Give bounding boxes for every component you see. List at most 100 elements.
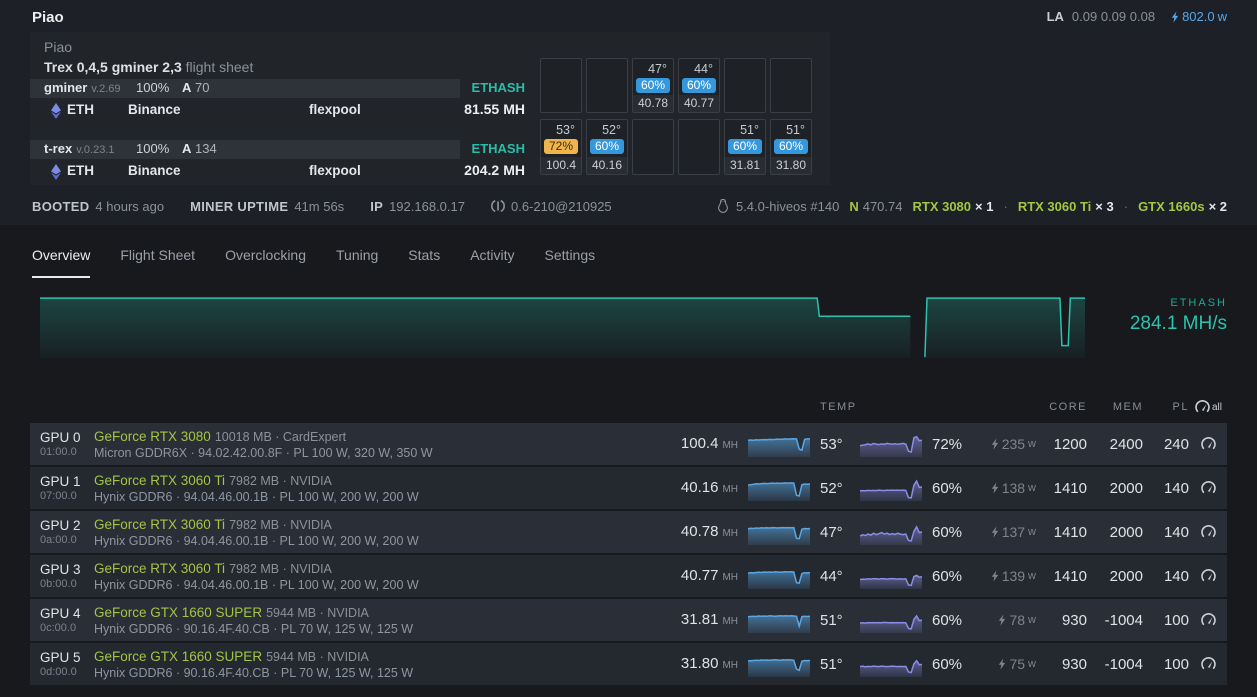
temp-sparkline — [748, 475, 810, 501]
oc-gauge-button[interactable] — [1200, 568, 1217, 584]
pool-label[interactable]: flexpool — [309, 102, 361, 117]
gpu-box-fan-badge: 60% — [774, 139, 808, 154]
overview-section: Overview Flight Sheet Overclocking Tunin… — [0, 225, 1257, 697]
gpu-temp: 53° — [820, 435, 843, 453]
gpu-name-link[interactable]: GeForce GTX 1660 SUPER — [94, 648, 263, 664]
tab-activity[interactable]: Activity — [470, 247, 515, 263]
ip-info: IP 192.168.0.17 — [370, 198, 465, 214]
gpu-box-hashrate: 100.4 — [541, 157, 581, 174]
gpu-bus-id: 0a:00.0 — [40, 534, 77, 546]
gpu-index: GPU 3 — [40, 562, 81, 577]
gpu-row[interactable]: GPU 5 0d:00.0 GeForce GTX 1660 SUPER 5944 … — [30, 643, 1227, 685]
gpu-fan: 60% — [932, 523, 963, 541]
oc-all-button[interactable]: all — [1189, 399, 1227, 415]
gpu-power-limit: 140 — [1163, 567, 1189, 585]
miner-coin-row: ETH Binance flexpool — [30, 101, 460, 121]
gpu-chip-gtx1660s[interactable]: GTX 1660s × 2 — [1138, 198, 1227, 214]
gpu-row[interactable]: GPU 3 0b:00.0 GeForce RTX 3060 Ti 7982 MB … — [30, 555, 1227, 597]
gpu-mem-vendor: 10018 MB · CardExpert — [214, 429, 347, 444]
gpu-name-link[interactable]: GeForce RTX 3060 Ti — [94, 472, 226, 488]
miner-algo: ETHASH — [471, 141, 525, 156]
gpu-status-grid: 47° 60% 40.78 44° 60% 40.77 53° 72% 100.… — [540, 58, 812, 175]
gpu-box-hashrate: 40.16 — [587, 157, 627, 174]
fan-sparkline — [860, 651, 922, 677]
gpu-hashrate: 31.81 — [680, 611, 719, 628]
gpu-chip-rtx3080[interactable]: RTX 3080 × 1 — [912, 198, 994, 214]
gpu-index: GPU 2 — [40, 518, 81, 533]
gpu-box[interactable]: 51° 60% 31.81 — [724, 119, 766, 175]
gpu-power: 235 w — [974, 436, 1036, 452]
eth-coin-icon — [51, 164, 61, 180]
gpu-power: 138 w — [974, 480, 1036, 496]
fan-sparkline — [860, 607, 922, 633]
gpu-box[interactable]: 52° 60% 40.16 — [586, 119, 628, 175]
tab-overclocking[interactable]: Overclocking — [225, 247, 306, 263]
gpu-row[interactable]: GPU 1 07:00.0 GeForce RTX 3060 Ti 7982 MB … — [30, 467, 1227, 509]
gpu-box[interactable]: 53° 72% 100.4 — [540, 119, 582, 175]
gpu-bus-id: 07:00.0 — [40, 490, 77, 502]
tab-flight-sheet[interactable]: Flight Sheet — [120, 247, 196, 263]
gpu-core-clock: 1410 — [1053, 479, 1087, 497]
gpu-chip-rtx3060ti[interactable]: RTX 3060 Ti × 3 — [1017, 198, 1114, 214]
gpu-box[interactable]: 51° 60% 31.80 — [770, 119, 812, 175]
oc-gauge-button[interactable] — [1200, 656, 1217, 672]
gpu-details: Hynix GDDR6 · 90.16.4F.40.CB · PL 70 W, … — [94, 621, 414, 636]
tab-tuning[interactable]: Tuning — [336, 247, 379, 263]
miner-name[interactable]: gminer v.2.69 — [44, 80, 121, 95]
gpu-box-empty — [586, 58, 628, 113]
miner-algo: ETHASH — [471, 80, 525, 95]
kernel-info: 5.4.0-hiveos #140 — [716, 199, 839, 214]
gpu-core-clock: 930 — [1061, 655, 1087, 673]
oc-gauge-button[interactable] — [1200, 436, 1217, 452]
total-power-value: 802.0 — [1182, 9, 1215, 24]
gauge-icon — [1200, 568, 1216, 581]
gpu-box-fan-badge: 60% — [728, 139, 762, 154]
miner-uptime-info: MINER UPTIME 41m 56s — [190, 198, 345, 214]
gpu-bus-id: 0d:00.0 — [40, 666, 77, 678]
wallet-label[interactable]: Binance — [128, 163, 181, 178]
oc-gauge-button[interactable] — [1200, 480, 1217, 496]
tab-settings[interactable]: Settings — [544, 247, 596, 263]
gpu-box-fan-badge: 60% — [682, 78, 716, 93]
nvidia-driver-info: N 470.74 — [849, 198, 903, 214]
booted-info: BOOTED 4 hours ago — [32, 198, 165, 214]
gpu-temp: 51° — [820, 611, 843, 629]
gpu-temp: 52° — [820, 479, 843, 497]
wallet-label[interactable]: Binance — [128, 102, 181, 117]
gpu-name-link[interactable]: GeForce GTX 1660 SUPER — [94, 604, 263, 620]
separator-dot: · — [1123, 198, 1129, 214]
gauge-all-icon — [1195, 399, 1210, 412]
gpu-box-temp: 44° — [694, 62, 713, 76]
power-bolt-icon — [991, 526, 998, 538]
miner-name[interactable]: t-rex v.0.23.1 — [44, 141, 115, 156]
temp-sparkline — [748, 431, 810, 457]
eth-coin-icon — [51, 103, 61, 119]
status-bar: BOOTED 4 hours ago MINER UPTIME 41m 56s IP… — [32, 197, 1227, 215]
pool-label[interactable]: flexpool — [309, 163, 361, 178]
gpu-name-link[interactable]: GeForce RTX 3060 Ti — [94, 516, 226, 532]
gpu-name-link[interactable]: GeForce RTX 3080 — [94, 428, 211, 444]
gpu-box[interactable]: 47° 60% 40.78 — [632, 58, 674, 113]
gpu-box-fan-badge: 72% — [544, 139, 578, 154]
gpu-table-header: TEMP CORE MEM PL all — [30, 391, 1227, 423]
flight-sheet-suffix: flight sheet — [185, 59, 254, 75]
gpu-hashrate-unit: MH — [722, 572, 738, 583]
tab-bar: Overview Flight Sheet Overclocking Tunin… — [32, 247, 595, 278]
oc-gauge-button[interactable] — [1200, 612, 1217, 628]
header-core: CORE — [1049, 401, 1087, 413]
gpu-mem-vendor: 5944 MB · NVIDIA — [266, 649, 369, 664]
temp-sparkline — [748, 563, 810, 589]
gpu-box[interactable]: 44° 60% 40.77 — [678, 58, 720, 113]
tab-stats[interactable]: Stats — [408, 247, 441, 263]
gpu-box-empty — [678, 119, 720, 175]
tab-overview[interactable]: Overview — [32, 247, 91, 278]
gpu-core-clock: 1410 — [1053, 523, 1087, 541]
gpu-index: GPU 4 — [40, 606, 81, 621]
gpu-row[interactable]: GPU 2 0a:00.0 GeForce RTX 3060 Ti 7982 MB … — [30, 511, 1227, 553]
gpu-row[interactable]: GPU 0 01:00.0 GeForce RTX 3080 10018 MB · … — [30, 423, 1227, 465]
gpu-name-link[interactable]: GeForce RTX 3060 Ti — [94, 560, 226, 576]
oc-gauge-button[interactable] — [1200, 524, 1217, 540]
gpu-row[interactable]: GPU 4 0c:00.0 GeForce GTX 1660 SUPER 5944 … — [30, 599, 1227, 641]
gpu-fan: 60% — [932, 479, 963, 497]
power-bolt-icon — [991, 570, 998, 582]
